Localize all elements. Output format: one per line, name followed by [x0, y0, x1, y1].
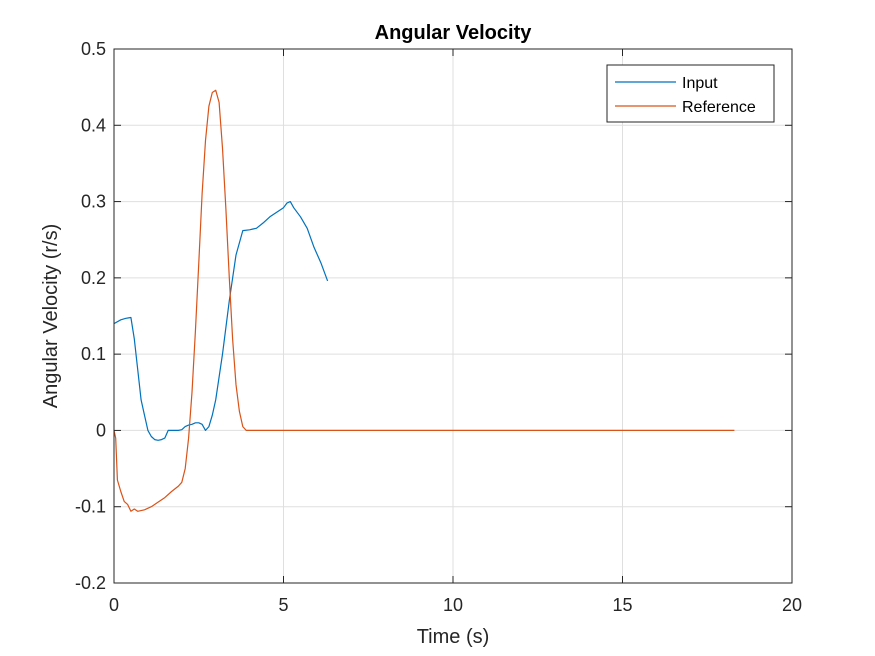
y-tick-label: 0.1 [81, 344, 106, 364]
chart-title: Angular Velocity [375, 22, 533, 44]
x-axis-label: Time (s) [417, 626, 490, 648]
series-line-input [113, 201, 329, 441]
y-tick-label: 0 [96, 420, 106, 440]
x-tick-label: 5 [278, 595, 288, 615]
legend-label-reference: Reference [682, 99, 756, 116]
legend-box [606, 64, 775, 123]
series-line-reference [113, 89, 735, 512]
y-tick-label: 0.4 [81, 115, 106, 135]
y-tick-label: -0.1 [75, 497, 106, 517]
y-tick-label: -0.2 [75, 573, 106, 593]
series-layer [113, 89, 735, 512]
tick-labels: 0 5 10 15 20 -0.2 -0.1 0 0.1 0.2 0.3 0.4 0.5 [75, 39, 802, 615]
y-tick-label: 0.3 [81, 192, 106, 212]
x-tick-label: 15 [612, 595, 632, 615]
y-tick-label: 0.5 [81, 39, 106, 59]
tick-marks [113, 48, 793, 584]
x-tick-label: 0 [109, 595, 119, 615]
y-tick-label: 0.2 [81, 268, 106, 288]
y-axis-label: Angular Velocity (r/s) [40, 224, 62, 409]
x-tick-label: 20 [782, 595, 802, 615]
grid-lines [114, 49, 792, 583]
legend: Input Reference [606, 64, 775, 123]
legend-label-input: Input [682, 75, 718, 92]
x-tick-label: 10 [443, 595, 463, 615]
